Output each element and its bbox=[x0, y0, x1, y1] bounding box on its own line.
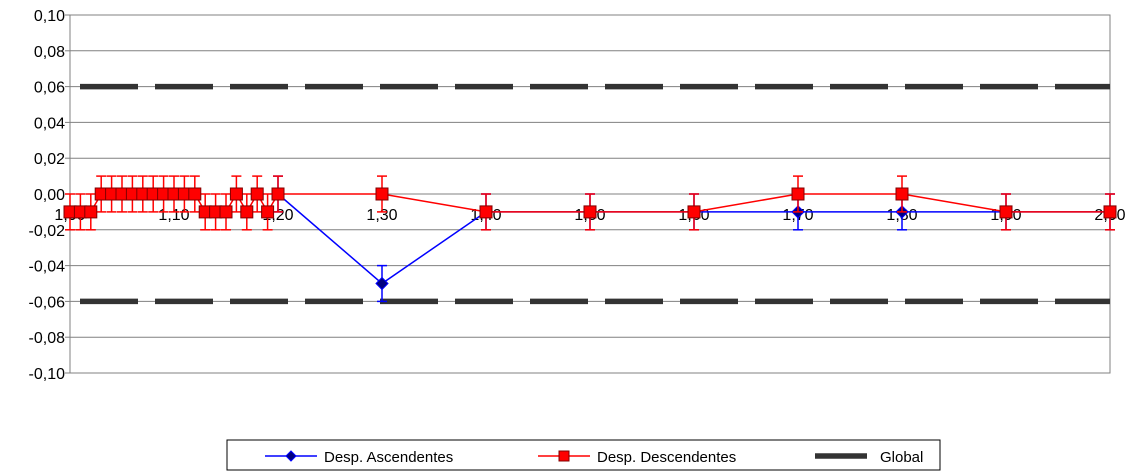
y-tick-label: 0,04 bbox=[34, 115, 65, 132]
descendentes-point bbox=[271, 187, 285, 201]
y-tick-label: -0,04 bbox=[29, 259, 66, 276]
descendentes-series bbox=[63, 175, 1117, 231]
legend-label: Desp. Ascendentes bbox=[324, 449, 453, 466]
descendentes-point bbox=[1103, 205, 1117, 219]
ascendentes-point bbox=[375, 276, 389, 291]
legend-item-global: Global bbox=[815, 449, 923, 466]
y-tick-label: -0,10 bbox=[29, 366, 66, 383]
descendentes-point bbox=[84, 205, 98, 219]
descendentes-point bbox=[219, 205, 233, 219]
y-tick-label: -0,02 bbox=[29, 223, 66, 240]
descendentes-point bbox=[240, 205, 254, 219]
legend-item-descendentes: Desp. Descendentes bbox=[538, 449, 736, 466]
y-tick-label: -0,06 bbox=[29, 294, 66, 311]
descendentes-point bbox=[250, 187, 264, 201]
legend-marker bbox=[558, 450, 570, 462]
descendentes-point bbox=[479, 205, 493, 219]
descendentes-point bbox=[375, 187, 389, 201]
y-tick-label: 0,06 bbox=[34, 80, 65, 97]
y-tick-label: 0,00 bbox=[34, 187, 65, 204]
legend-label: Desp. Descendentes bbox=[597, 449, 736, 466]
descendentes-point bbox=[583, 205, 597, 219]
y-tick-label: -0,08 bbox=[29, 330, 66, 347]
y-tick-label: 0,02 bbox=[34, 151, 65, 168]
y-axis-ticks: 0,10 0,08 0,06 0,04 0,02 0,00 -0,02 -0,04 -0,06 -… bbox=[29, 8, 66, 383]
y-tick-label: 0,10 bbox=[34, 8, 65, 25]
legend-item-ascendentes: Desp. Ascendentes bbox=[265, 449, 453, 466]
descendentes-point bbox=[791, 187, 805, 201]
descendentes-point bbox=[261, 205, 275, 219]
x-tick-label: 1,30 bbox=[366, 207, 397, 224]
series-layer bbox=[63, 83, 1117, 305]
descendentes-point bbox=[895, 187, 909, 201]
legend: Desp. Ascendentes Desp. Descendentes Globa… bbox=[226, 439, 941, 471]
legend-marker bbox=[285, 450, 297, 462]
descendentes-point bbox=[229, 187, 243, 201]
y-tick-label: 0,08 bbox=[34, 44, 65, 61]
descendentes-point bbox=[188, 187, 202, 201]
legend-label: Global bbox=[880, 449, 923, 466]
descendentes-point bbox=[999, 205, 1013, 219]
descendentes-point bbox=[687, 205, 701, 219]
